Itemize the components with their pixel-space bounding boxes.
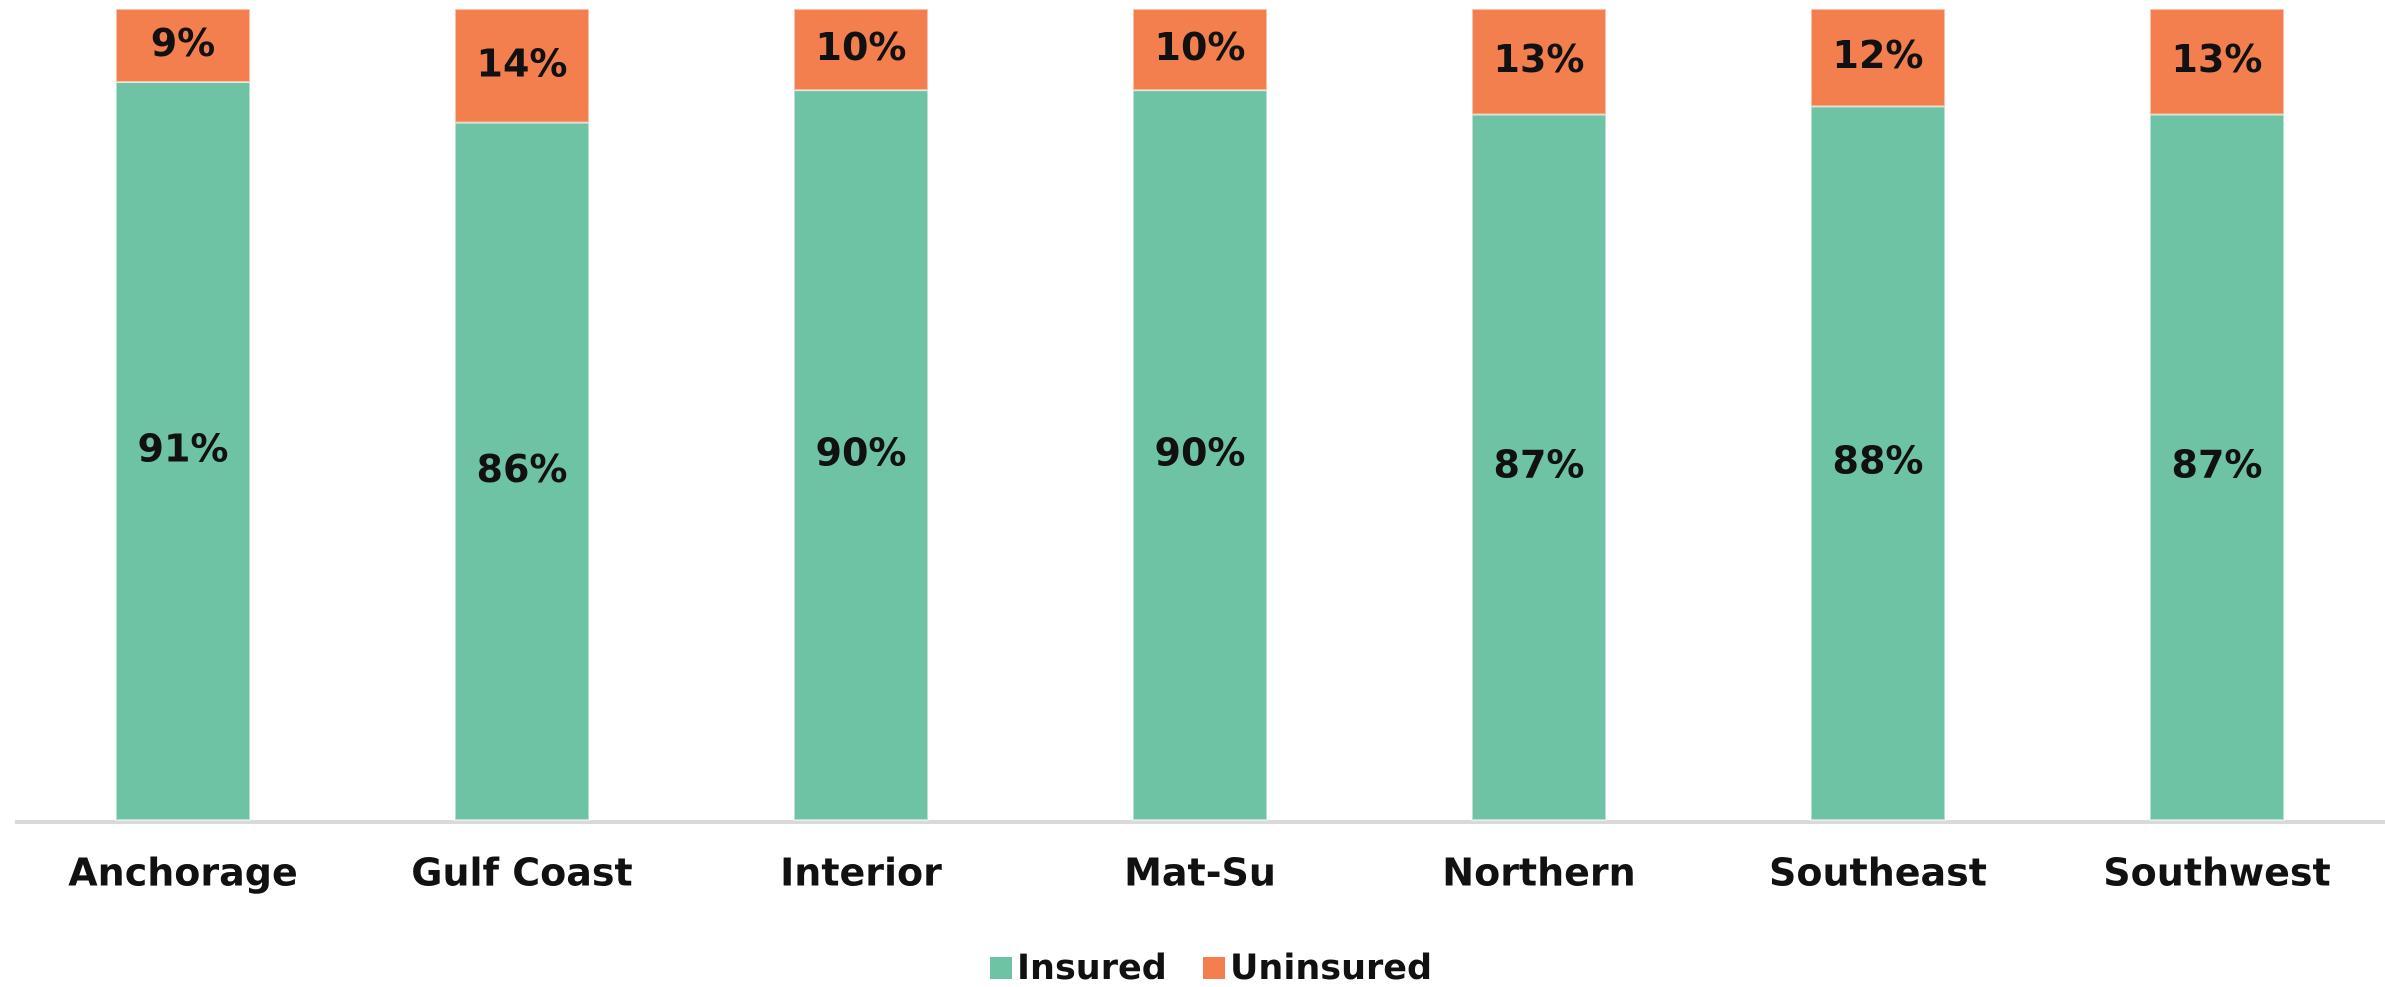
- data-label: 13%: [2172, 37, 2263, 81]
- bar-segment: [454, 8, 590, 124]
- x-tick-label: Interior: [780, 851, 942, 895]
- data-label: 10%: [1155, 25, 1246, 69]
- legend-label: Insured: [1017, 948, 1167, 987]
- bar-segment: [115, 80, 251, 822]
- data-label: 13%: [1494, 37, 1585, 81]
- x-tick-label: Northern: [1442, 851, 1635, 895]
- bar-segment: [793, 8, 929, 92]
- bar-segment: [115, 8, 251, 83]
- bar-segment: [2149, 8, 2285, 116]
- data-label: 91%: [138, 426, 229, 470]
- data-label: 87%: [2172, 443, 2263, 487]
- bar-segment: [793, 89, 929, 822]
- bar-segment: [1810, 105, 1946, 821]
- legend-label: Uninsured: [1230, 948, 1432, 987]
- x-tick-label: Gulf Coast: [411, 851, 632, 895]
- x-tick-label: Anchorage: [68, 851, 298, 895]
- data-label: 86%: [477, 447, 568, 491]
- bar-segment: [1810, 8, 1946, 108]
- legend-swatch: [1203, 957, 1225, 979]
- data-label: 90%: [816, 431, 907, 475]
- bar-segment: [1132, 89, 1268, 822]
- data-label: 87%: [1494, 443, 1585, 487]
- bar-segment: [1132, 8, 1268, 92]
- data-label: 88%: [1833, 439, 1924, 483]
- x-tick-label: Southwest: [2103, 851, 2330, 895]
- bar-segment: [2149, 113, 2285, 822]
- data-label: 10%: [816, 25, 907, 69]
- x-tick-label: Mat-Su: [1124, 851, 1276, 895]
- legend-swatch: [990, 957, 1012, 979]
- data-label: 90%: [1155, 431, 1246, 475]
- data-label: 12%: [1833, 33, 1924, 77]
- x-tick-label: Southeast: [1769, 851, 1987, 895]
- data-label: 14%: [477, 41, 568, 85]
- bar-segment: [1471, 8, 1607, 116]
- data-label: 9%: [151, 21, 216, 65]
- bar-segment: [1471, 113, 1607, 822]
